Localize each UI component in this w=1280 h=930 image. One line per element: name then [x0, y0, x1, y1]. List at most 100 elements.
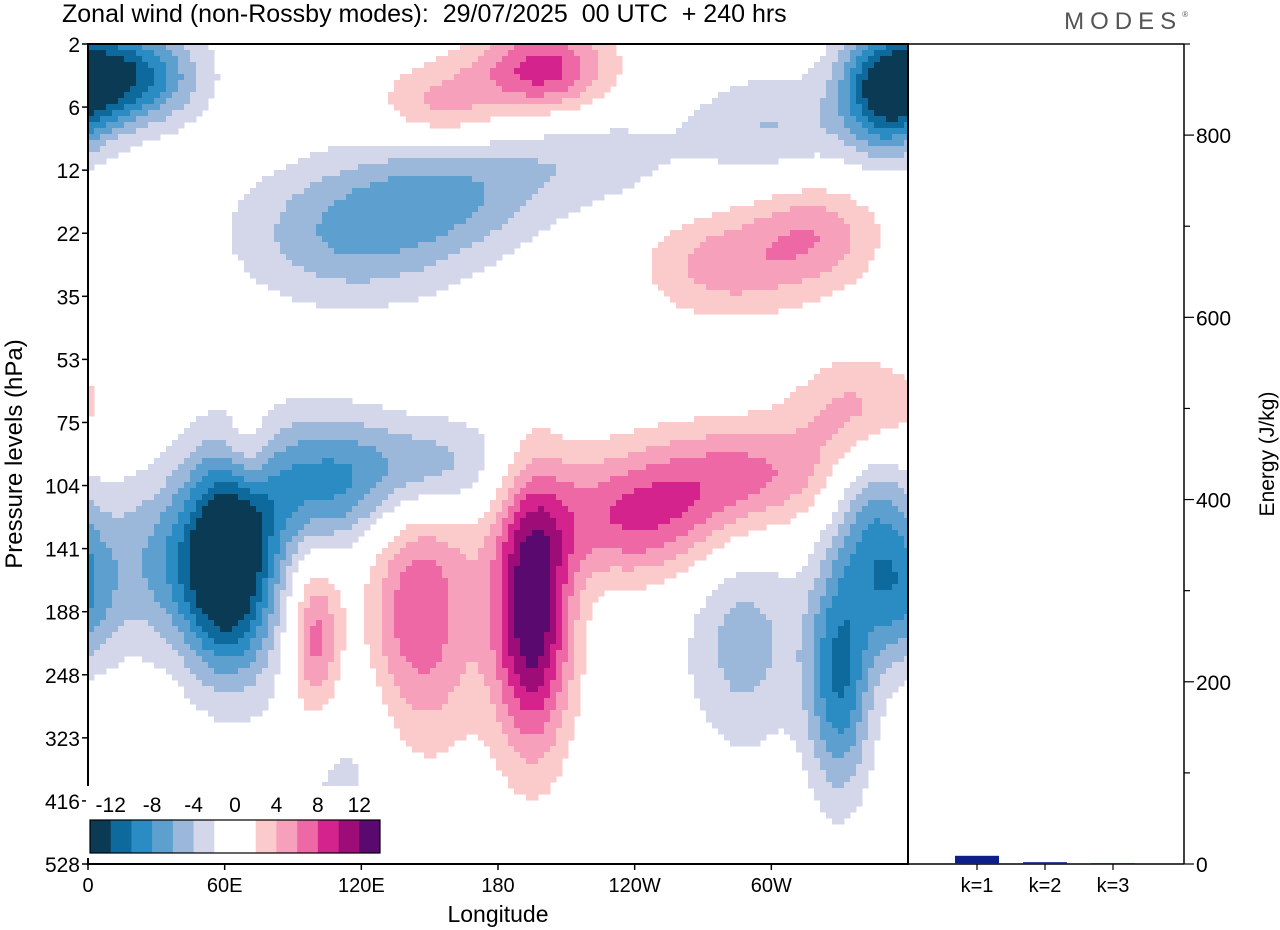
heatmap-cell: [904, 134, 908, 141]
heatmap-cell: [400, 290, 407, 297]
heatmap-cell: [124, 476, 131, 483]
heatmap-cell: [790, 266, 797, 273]
heatmap-cell: [100, 116, 107, 123]
heatmap-cell: [454, 176, 461, 183]
heatmap-cell: [172, 110, 179, 117]
heatmap-cell: [826, 470, 833, 477]
heatmap-cell: [430, 182, 437, 189]
heatmap-cell: [616, 494, 623, 501]
heatmap-cell: [808, 392, 815, 399]
heatmap-cell: [778, 146, 785, 153]
heatmap-cell: [682, 128, 689, 135]
heatmap-cell: [520, 470, 527, 477]
heatmap-cell: [436, 416, 443, 423]
heatmap-cell: [154, 110, 161, 117]
logo-text: MODES: [1064, 8, 1183, 35]
heatmap-cell: [358, 152, 365, 159]
heatmap-cell: [160, 68, 167, 75]
heatmap-cell: [400, 200, 407, 207]
heatmap-cell: [796, 98, 803, 105]
heatmap-cell: [544, 482, 551, 489]
heatmap-cell: [742, 104, 749, 111]
heatmap-cell: [862, 68, 869, 75]
heatmap-cell: [334, 398, 341, 405]
heatmap-cell: [226, 434, 233, 441]
heatmap-cell: [754, 470, 761, 477]
heatmap-cell: [478, 104, 485, 111]
heatmap-cell: [556, 212, 563, 219]
heatmap-cell: [190, 44, 197, 51]
heatmap-cell: [448, 80, 455, 87]
heatmap-cell: [238, 482, 245, 489]
heatmap-cell: [742, 464, 749, 471]
heatmap-cell: [466, 206, 473, 213]
heatmap-cell: [808, 260, 815, 267]
heatmap-cell: [376, 422, 383, 429]
heatmap-cell: [406, 110, 413, 117]
heatmap-cell: [268, 176, 275, 183]
heatmap-cell: [760, 140, 767, 147]
heatmap-cell: [724, 116, 731, 123]
heatmap-cell: [262, 188, 269, 195]
heatmap-cell: [298, 404, 305, 411]
heatmap-cell: [574, 134, 581, 141]
heatmap-cell: [754, 158, 761, 165]
heatmap-cell: [292, 230, 299, 237]
heatmap-cell: [718, 248, 725, 255]
heatmap-cell: [772, 146, 779, 153]
heatmap-cell: [862, 116, 869, 123]
heatmap-cell: [784, 86, 791, 93]
heatmap-cell: [292, 200, 299, 207]
heatmap-cell: [184, 464, 191, 471]
heatmap-cell: [706, 446, 713, 453]
heatmap-cell: [538, 98, 545, 105]
heatmap-cell: [268, 182, 275, 189]
heatmap-cell: [472, 158, 479, 165]
heatmap-cell: [340, 230, 347, 237]
heatmap-cell: [88, 56, 95, 63]
heatmap-cell: [778, 452, 785, 459]
heatmap-cell: [778, 206, 785, 213]
heatmap-cell: [280, 440, 287, 447]
heatmap-cell: [484, 80, 491, 87]
heatmap-cell: [808, 236, 815, 243]
heatmap-cell: [526, 470, 533, 477]
heatmap-cell: [100, 494, 107, 501]
heatmap-cell: [136, 56, 143, 63]
heatmap-cell: [790, 230, 797, 237]
heatmap-cell: [208, 92, 215, 99]
heatmap-cell: [664, 284, 671, 291]
heatmap-cell: [412, 476, 419, 483]
heatmap-cell: [628, 470, 635, 477]
heatmap-cell: [298, 422, 305, 429]
heatmap-cell: [664, 146, 671, 153]
heatmap-cell: [724, 476, 731, 483]
heatmap-cell: [202, 416, 209, 423]
heatmap-cell: [346, 494, 353, 501]
heatmap-cell: [502, 236, 509, 243]
heatmap-cell: [778, 254, 785, 261]
heatmap-cell: [112, 146, 119, 153]
heatmap-cell: [904, 74, 908, 81]
heatmap-cell: [94, 56, 101, 63]
heatmap-cell: [856, 158, 863, 165]
heatmap-cell: [802, 404, 809, 411]
heatmap-cell: [472, 164, 479, 171]
heatmap-cell: [658, 434, 665, 441]
heatmap-cell: [448, 464, 455, 471]
heatmap-cell: [202, 104, 209, 111]
heatmap-cell: [538, 68, 545, 75]
heatmap-cell: [460, 218, 467, 225]
heatmap-cell: [556, 146, 563, 153]
heatmap-cell: [652, 248, 659, 255]
heatmap-cell: [328, 290, 335, 297]
heatmap-cell: [238, 254, 245, 261]
heatmap-cell: [346, 242, 353, 249]
heatmap-cell: [460, 68, 467, 75]
heatmap-cell: [466, 80, 473, 87]
heatmap-cell: [100, 152, 107, 159]
heatmap-cell: [478, 248, 485, 255]
heatmap-cell: [310, 266, 317, 273]
heatmap-cell: [574, 458, 581, 465]
heatmap-cell: [724, 446, 731, 453]
